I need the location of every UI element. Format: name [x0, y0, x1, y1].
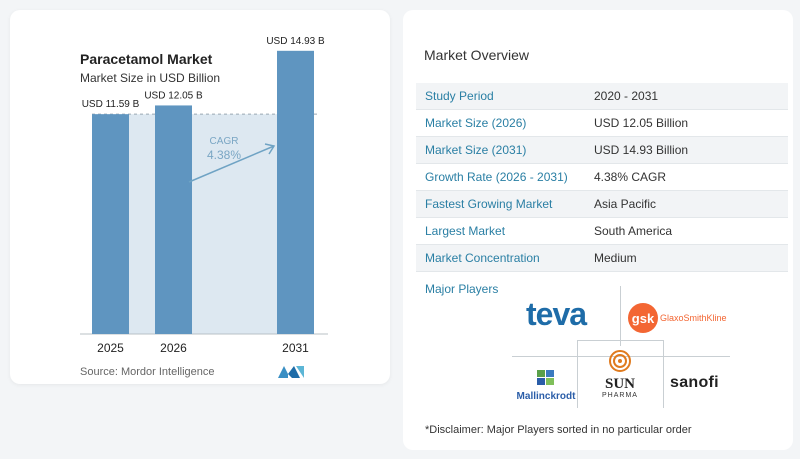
- bar-chart: USD 11.59 B 2025 USD 12.05 B 2026 USD 14.93 …: [80, 36, 328, 355]
- overview-title: Market Overview: [424, 47, 530, 63]
- logo-divider: [620, 286, 621, 346]
- gsk-name: GlaxoSmithKline: [660, 313, 727, 323]
- overview-row-key: Market Concentration: [425, 251, 540, 265]
- bar-2026: [155, 105, 192, 334]
- overview-row-key: Growth Rate (2026 - 2031): [425, 170, 568, 184]
- overview-row-value: USD 14.93 Billion: [594, 143, 689, 157]
- cagr-label: CAGR: [210, 136, 239, 147]
- x-tick-label: 2025: [97, 341, 124, 355]
- x-tick-label: 2031: [282, 341, 309, 355]
- logo-divider: [577, 340, 664, 341]
- bar-value-label: USD 14.93 B: [266, 36, 325, 47]
- overview-row-key: Market Size (2026): [425, 116, 527, 130]
- cagr-value: 4.38%: [207, 148, 241, 162]
- overview-row-value: 4.38% CAGR: [594, 170, 667, 184]
- sun-pharma-logo: SUN PHARMA: [598, 350, 642, 399]
- bar-value-label: USD 11.59 B: [82, 99, 140, 110]
- sun-name: SUN: [604, 376, 635, 392]
- cagr-arrow: [188, 145, 275, 183]
- overview-row: Study Period 2020 - 2031: [416, 83, 788, 110]
- logo-divider: [577, 340, 578, 408]
- disclaimer: *Disclaimer: Major Players sorted in no …: [425, 424, 692, 436]
- mallinckrodt-cube-icon: [537, 370, 554, 385]
- logo-divider: [663, 340, 664, 408]
- gsk-logo: gsk GlaxoSmithKline: [628, 303, 727, 333]
- bar-2031: [277, 50, 314, 334]
- overview-row: Fastest Growing Market Asia Pacific: [416, 191, 788, 218]
- sun-swirl-icon: [609, 350, 631, 372]
- overview-row: Growth Rate (2026 - 2031) 4.38% CAGR: [416, 164, 788, 191]
- bar-2025: [92, 114, 129, 334]
- chart-title: Paracetamol Market: [80, 51, 213, 67]
- chart-subtitle: Market Size in USD Billion: [80, 71, 221, 85]
- mordor-logo-icon: [278, 366, 304, 378]
- major-players-label: Major Players: [425, 282, 499, 296]
- overview-row-key: Largest Market: [425, 224, 506, 238]
- overview-table: Study Period 2020 - 2031 Market Size (2026…: [416, 83, 788, 272]
- overview-row: Market Size (2026) USD 12.05 Billion: [416, 110, 788, 137]
- overview-row: Market Size (2031) USD 14.93 Billion: [416, 137, 788, 164]
- x-tick-label: 2026: [160, 341, 187, 355]
- teva-logo: teva: [526, 296, 587, 332]
- overview-row-value: Medium: [594, 251, 637, 265]
- mallinckrodt-name: Mallinckrodt: [516, 391, 576, 402]
- logo-divider: [512, 356, 730, 357]
- cagr-arrowhead: [264, 143, 276, 155]
- overview-row-value: South America: [594, 224, 673, 238]
- sanofi-logo: sanofi: [670, 374, 719, 391]
- growth-region: [129, 114, 155, 334]
- overview-row-value: USD 12.05 Billion: [594, 116, 689, 130]
- gsk-mark: gsk: [628, 303, 658, 333]
- overview-row-value: Asia Pacific: [594, 197, 657, 211]
- overview-row-value: 2020 - 2031: [594, 89, 659, 103]
- overview-row-key: Market Size (2031): [425, 143, 527, 157]
- overview-row-key: Fastest Growing Market: [425, 197, 553, 211]
- bar-value-label: USD 12.05 B: [144, 90, 203, 101]
- overview-row-key: Study Period: [425, 89, 494, 103]
- overview-row: Market Concentration Medium: [416, 245, 788, 272]
- mallinckrodt-logo: Mallinckrodt: [514, 368, 578, 402]
- sun-sub: PHARMA: [602, 392, 638, 399]
- source-note: Source: Mordor Intelligence: [80, 366, 215, 378]
- overview-row: Largest Market South America: [416, 218, 788, 245]
